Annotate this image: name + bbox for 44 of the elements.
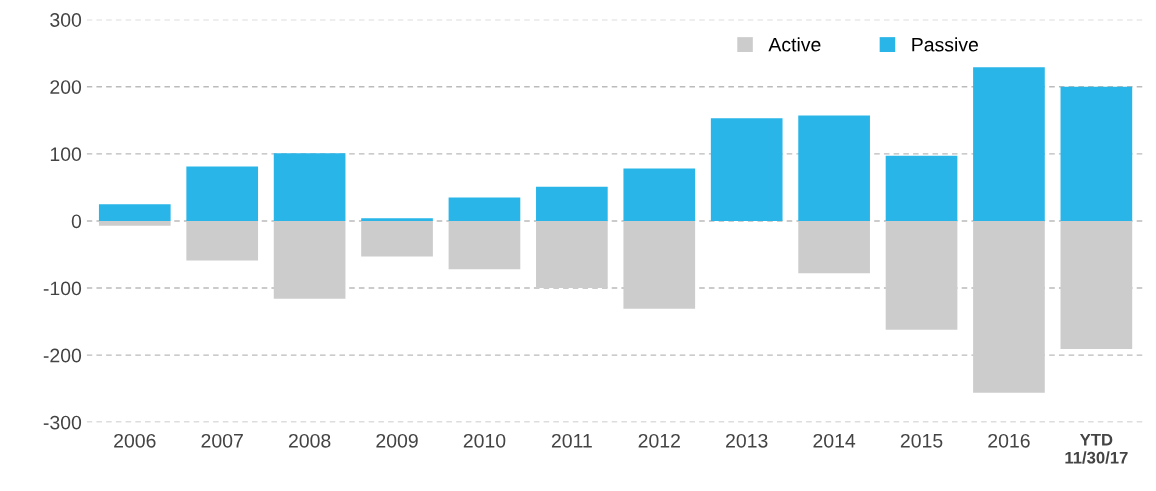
- y-tick-label: -300: [43, 415, 82, 430]
- x-tick-label: YTD 11/30/17: [1065, 433, 1128, 464]
- bar: [973, 220, 1045, 393]
- x-tick-label: 2009: [376, 433, 418, 448]
- bar: [1060, 86, 1133, 221]
- bar: [973, 67, 1045, 221]
- bar: [1060, 220, 1133, 350]
- x-tick-label: 2013: [726, 433, 768, 448]
- bar: [885, 220, 958, 330]
- y-tick-label: 100: [50, 147, 82, 162]
- x-tick-label: 2016: [988, 433, 1030, 448]
- legend-label: Passive: [912, 37, 978, 52]
- y-tick-label: 0: [71, 214, 82, 229]
- bar: [361, 220, 433, 257]
- y-tick-label: 300: [50, 13, 82, 27]
- x-tick-label: 2014: [813, 433, 856, 448]
- legend-label: Active: [768, 37, 821, 52]
- x-tick-label: 2006: [114, 433, 156, 448]
- x-tick-label: 2007: [201, 433, 243, 448]
- bar: [186, 166, 259, 221]
- y-tick-label: 200: [50, 80, 82, 94]
- bar: [710, 118, 783, 221]
- bar: [98, 220, 171, 226]
- bar: [273, 153, 346, 221]
- x-tick-label: 2008: [288, 433, 331, 448]
- bar: [98, 204, 171, 221]
- y-tick-label: -100: [43, 281, 82, 296]
- bar: [448, 220, 521, 270]
- bar: [273, 220, 346, 299]
- bar: [885, 155, 958, 221]
- bar: [536, 220, 608, 289]
- bar: [536, 186, 608, 221]
- y-tick-label: -200: [43, 348, 82, 363]
- bar: [623, 168, 696, 221]
- bar: [798, 115, 870, 221]
- x-tick-label: 2012: [638, 433, 680, 448]
- bar: [623, 220, 696, 309]
- x-tick-label: 2011: [551, 433, 592, 448]
- x-tick-label: 2010: [463, 433, 506, 448]
- bar: [448, 197, 521, 221]
- bar: [361, 218, 433, 221]
- x-tick-label: 2015: [900, 433, 943, 448]
- bar: [798, 220, 870, 274]
- bar: [186, 220, 259, 261]
